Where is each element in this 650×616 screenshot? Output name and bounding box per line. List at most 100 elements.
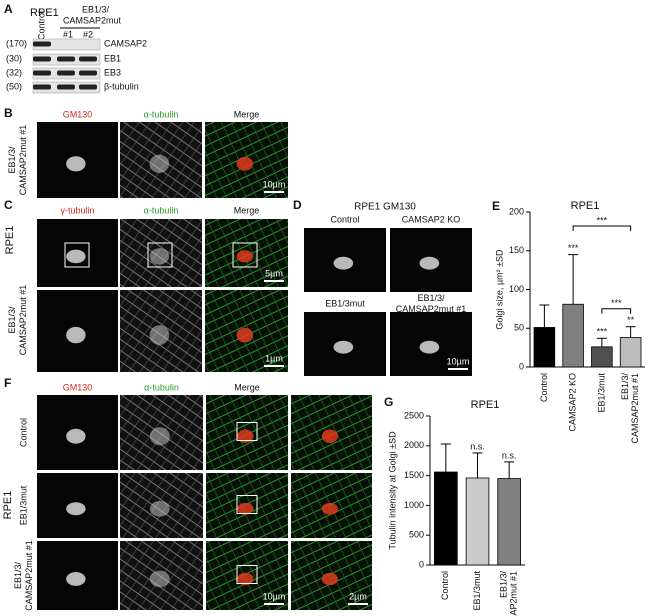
condition-label: EB1/3mut — [325, 298, 365, 308]
panel-letter: B — [4, 106, 13, 120]
y-axis-label: Golgi size, µm² ±SD — [494, 249, 504, 330]
chart-title: RPE1 — [571, 200, 600, 212]
y-tick-label: 150 — [509, 245, 524, 255]
blot-band — [57, 84, 75, 90]
scale-bar-label: 10µm — [447, 356, 470, 366]
zoom-box — [147, 242, 173, 268]
zoom-box — [232, 242, 258, 268]
lane-label: Control — [36, 11, 46, 40]
golgi-signal — [236, 156, 254, 171]
scale-bar-label: 10µm — [263, 591, 286, 601]
row-label: CAMSAP2mut #1 — [24, 540, 34, 611]
golgi-signal — [333, 256, 354, 270]
channel-label: Merge — [234, 109, 260, 119]
y-tick-label: 2000 — [404, 440, 424, 450]
marker-label: (170) — [6, 38, 27, 48]
y-tick-label: 2500 — [404, 410, 424, 420]
condition-label: Control — [330, 214, 359, 224]
golgi-signal — [236, 327, 254, 343]
row-label: CAMSAP2mut #1 — [18, 125, 28, 196]
marker-label: (32) — [6, 67, 22, 77]
scale-bar-label: 10µm — [263, 179, 286, 189]
centrosome-signal — [149, 570, 170, 588]
centrosome-signal — [149, 427, 170, 446]
marker-label: (50) — [6, 81, 22, 91]
blot-band — [57, 56, 75, 62]
comparison-label: *** — [597, 215, 608, 225]
golgi-signal — [66, 326, 86, 344]
y-axis-label: Tubulin intensity at Golgi ±SD — [387, 431, 397, 550]
blot-band — [79, 70, 97, 76]
zoom-box — [236, 565, 258, 584]
golgi-signal — [66, 156, 86, 172]
condition-label: EB1/3/ — [417, 293, 445, 303]
golgi-signal — [321, 429, 338, 443]
centrosome-signal — [149, 325, 170, 345]
y-tick-label: 1000 — [404, 500, 424, 510]
y-tick-label: 500 — [409, 530, 424, 540]
x-tick-label: Control — [539, 373, 549, 402]
golgi-signal — [419, 340, 440, 354]
significance-label: *** — [568, 243, 579, 253]
panel-letter: G — [384, 395, 393, 409]
golgi-signal — [333, 340, 354, 354]
zoom-box — [64, 242, 90, 268]
channel-label: γ-tubulin — [60, 205, 94, 215]
y-tick-label: 0 — [519, 361, 524, 371]
panel-letter: D — [293, 198, 302, 212]
scale-bar-label: 1µm — [265, 353, 283, 363]
golgi-signal — [321, 502, 338, 515]
condition-label: CAMSAP2mut #1 — [396, 304, 467, 314]
channel-label: Merge — [234, 382, 260, 392]
panel-letter: F — [4, 376, 11, 390]
cell-line: RPE1 — [2, 491, 14, 520]
panel-letter: E — [492, 199, 500, 213]
x-tick-label: CAMSAP2mut #1 — [509, 571, 519, 616]
channel-label: GM130 — [63, 382, 93, 392]
significance-label: n.s. — [502, 450, 517, 460]
scale-bar-label: 5µm — [265, 268, 283, 278]
blot-band — [33, 41, 51, 47]
golgi-signal — [237, 502, 254, 515]
panel-title: RPE1 GM130 — [354, 202, 416, 213]
x-tick-label: EB1/3/ — [499, 571, 509, 599]
y-tick-label: 1500 — [404, 470, 424, 480]
x-tick-label: CAMSAP2mut #1 — [630, 373, 640, 444]
channel-label: α-tubulin — [144, 109, 179, 119]
channel-label: α-tubulin — [144, 382, 179, 392]
panel-letter: A — [4, 2, 13, 16]
x-tick-label: CAMSAP2 KO — [568, 373, 578, 432]
comparison-label: *** — [611, 298, 622, 308]
cell-line: RPE1 — [4, 226, 16, 255]
channel-label: GM130 — [63, 109, 93, 119]
significance-label: *** — [597, 327, 608, 337]
bar — [497, 478, 521, 566]
bar — [533, 327, 556, 368]
golgi-signal — [66, 502, 86, 516]
zoom-box — [236, 495, 258, 514]
y-tick-label: 0 — [419, 559, 424, 569]
scale-bar-label: 2µm — [349, 591, 367, 601]
panel-letter: C — [4, 198, 13, 212]
x-tick-label: Control — [440, 571, 450, 600]
channel-label: α-tubulin — [144, 205, 179, 215]
row-label: EB1/3mut — [18, 485, 28, 525]
x-tick-label: EB1/3mut — [472, 571, 482, 611]
condition-label: CAMSAP2 KO — [402, 214, 461, 224]
bar — [434, 471, 458, 566]
comparison-bracket — [601, 308, 632, 314]
protein-label: EB3 — [104, 67, 121, 77]
bar — [619, 337, 642, 368]
x-tick-label: EB1/3mut — [596, 373, 606, 413]
group-label: EB1/3/ — [82, 4, 110, 14]
row-label: EB1/3/ — [7, 146, 17, 174]
group-label: CAMSAP2mut — [63, 15, 122, 25]
y-tick-label: 200 — [509, 206, 524, 216]
protein-label: β-tubulin — [104, 81, 139, 91]
significance-label: n.s. — [470, 441, 485, 451]
golgi-signal — [66, 572, 86, 586]
golgi-signal — [321, 572, 338, 586]
zoom-box — [236, 422, 258, 441]
x-tick-label: EB1/3/ — [620, 373, 630, 401]
